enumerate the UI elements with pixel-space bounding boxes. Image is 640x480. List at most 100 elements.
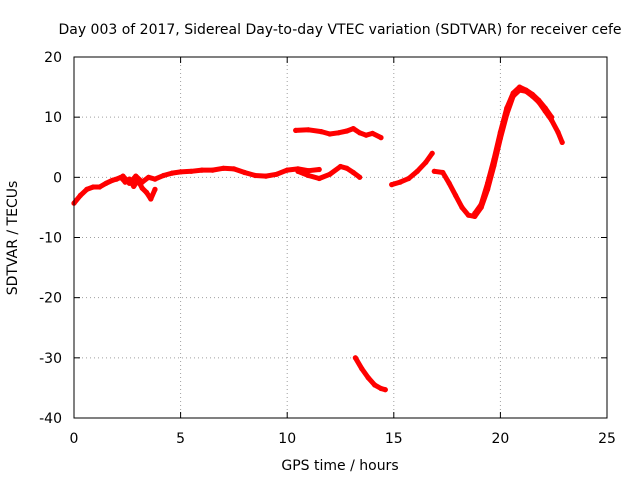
x-tick-label: 20 [491,431,509,447]
data-point [559,139,565,145]
data-point [146,174,152,180]
data-point [357,130,363,136]
data-point [523,87,529,93]
data-point [103,180,109,186]
data-point [352,355,358,361]
data-point [84,186,90,192]
y-tick-label: -40 [39,411,62,427]
grid-lines [74,57,607,418]
data-point [536,97,542,103]
data-point [318,129,324,135]
y-tick-label: 10 [44,110,62,126]
x-tick-label: 0 [70,431,79,447]
data-point [504,105,510,111]
data-point [510,90,516,96]
data-point [210,167,216,173]
data-point [337,163,344,170]
data-point [133,173,139,179]
data-point [365,375,371,381]
data-point [316,166,322,173]
data-point [231,166,237,172]
y-tick-label: -30 [39,351,62,367]
data-point [423,159,429,165]
data-point [199,167,205,173]
data-point [139,185,145,191]
data-point [372,382,378,388]
data-point [152,186,158,192]
data-point [378,135,384,141]
data-point [335,130,341,136]
data-point [344,165,350,171]
data-point [120,173,126,179]
data-point [316,175,322,182]
data-point [220,165,226,171]
data-point [90,184,96,190]
data-point [350,169,356,176]
data-point [295,168,301,174]
data-point [169,170,175,176]
data-point [517,84,523,90]
series-arc-6 [389,150,435,188]
data-point [143,189,150,195]
data-point [77,192,83,198]
data-point [148,196,154,202]
data-point [465,212,471,218]
data-point [472,210,478,216]
data-point [485,180,491,186]
data-point [440,169,446,176]
data-point [139,179,145,185]
data-point [284,167,290,173]
data-point [542,105,548,111]
data-point [359,366,365,372]
data-point [363,132,369,138]
tick-labels: 0 5 10 15 20 25 -40 -30 -20 -10 0 10 20 [39,50,616,447]
data-point [406,175,412,182]
data-point [293,127,299,133]
data-point [389,182,395,188]
data-point [491,156,497,162]
chart-title: Day 003 of 2017, Sidereal Day-to-day VTE… [58,22,621,38]
data-point [263,173,269,179]
y-tick-label: -10 [39,231,62,247]
data-point [152,176,158,182]
data-point [369,130,376,136]
data-point [273,171,280,177]
data-point [188,168,194,174]
series-layer [71,84,565,393]
y-tick-label: -20 [39,291,62,307]
data-point [178,169,184,175]
plot-frame [73,56,608,419]
data-point [555,129,561,135]
x-axis-label: GPS time / hours [281,458,398,474]
data-point [350,126,356,132]
data-point [97,184,103,190]
data-point [242,169,248,176]
data-point [478,201,484,207]
series-arc-2 [120,165,322,186]
data-point [459,204,465,210]
data-point [357,174,363,180]
data-point [160,172,167,179]
data-point [327,131,333,137]
data-point [305,168,312,174]
data-point [109,177,115,183]
data-point [126,180,132,186]
data-point [431,168,437,174]
data-point [131,183,137,189]
data-point [327,171,333,177]
y-axis-label: SDTVAR / TECUs [5,181,21,296]
data-point [429,150,435,156]
data-point [252,172,258,179]
data-point [378,385,384,392]
series-arc-5 [352,355,388,393]
x-tick-label: 25 [598,431,616,447]
x-tick-label: 10 [278,431,296,447]
data-point [453,192,459,198]
data-point [446,180,452,186]
data-point [397,179,403,185]
x-tick-label: 5 [176,431,185,447]
data-point [305,172,312,179]
data-point [497,129,503,135]
